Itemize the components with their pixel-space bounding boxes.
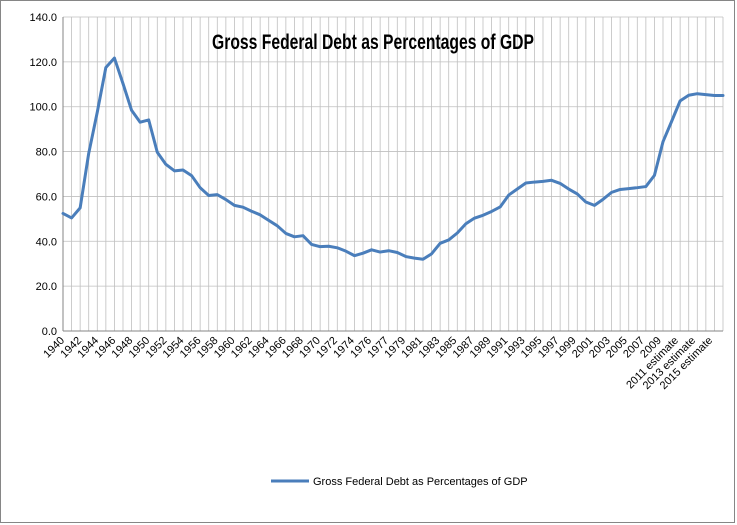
y-tick-label: 40.0 xyxy=(36,236,57,248)
y-tick-label: 80.0 xyxy=(36,147,57,159)
series-layer xyxy=(61,56,725,261)
y-tick-label: 0.0 xyxy=(42,326,57,338)
legend: Gross Federal Debt as Percentages of GDP xyxy=(271,476,528,488)
plot-area xyxy=(63,17,723,331)
x-tick-labels: 1940194219441946194819501952195419561958… xyxy=(41,335,715,392)
legend-label: Gross Federal Debt as Percentages of GDP xyxy=(313,476,528,488)
y-tick-label: 20.0 xyxy=(36,281,57,293)
axis-layer xyxy=(62,17,723,332)
y-tick-labels: 0.0 20.0 40.0 60.0 80.0 100.0 120.0 140.0 xyxy=(29,12,57,338)
y-tick-label: 60.0 xyxy=(36,191,57,203)
series-line xyxy=(61,56,725,261)
y-tick-label: 120.0 xyxy=(29,57,57,69)
y-tick-label: 100.0 xyxy=(29,102,57,114)
y-tick-label: 140.0 xyxy=(29,12,57,24)
chart-title: Gross Federal Debt as Percentages of GDP xyxy=(212,31,534,54)
